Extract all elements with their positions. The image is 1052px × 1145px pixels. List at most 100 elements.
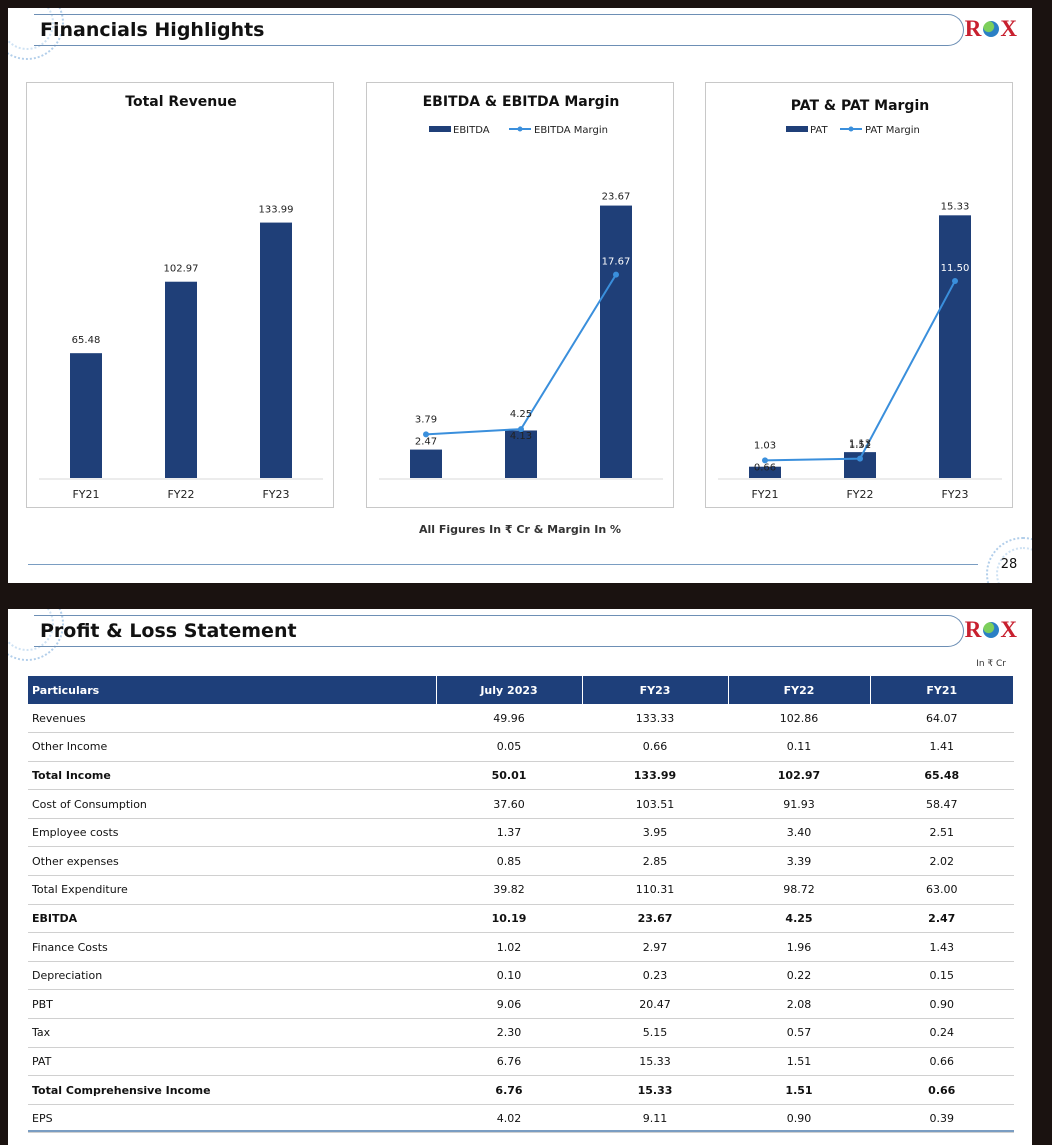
row-label: Total Expenditure — [28, 875, 436, 905]
data-label: 133.99 — [259, 205, 294, 216]
cell-value: 0.90 — [728, 1104, 870, 1134]
header-fy22: FY22 — [728, 676, 871, 704]
table-row: Other Income 0.05 0.66 0.11 1.41 — [28, 732, 1014, 762]
table-row: Cost of Consumption 37.60 103.51 91.93 58.47 — [28, 789, 1014, 819]
data-label: 1.03 — [754, 440, 776, 451]
table-bottom-line — [28, 1130, 1014, 1132]
header-july-2023: July 2023 — [436, 676, 583, 704]
table-row: Depreciation 0.10 0.23 0.22 0.15 — [28, 961, 1014, 991]
x-tick-label: FY22 — [167, 488, 194, 501]
cell-value: 0.66 — [870, 1047, 1014, 1077]
cell-value: 2.08 — [728, 989, 870, 1020]
header-particulars: Particulars — [28, 676, 437, 704]
pat-chart: PAT & PAT Margin PAT PAT Margin 0.66 1.03 1.5… — [705, 82, 1013, 508]
title-bar: Financials Highlights — [34, 14, 964, 46]
slide-title: Financials Highlights — [40, 19, 265, 41]
cell-value: 37.60 — [436, 789, 582, 819]
data-label: 23.67 — [602, 192, 631, 203]
row-label: Tax — [28, 1018, 436, 1048]
table-row: Other expenses 0.85 2.85 3.39 2.02 — [28, 846, 1014, 877]
cell-value: 0.11 — [728, 732, 870, 762]
data-label: 17.67 — [602, 257, 631, 268]
cell-value: 0.66 — [582, 732, 728, 762]
cell-value: 15.33 — [582, 1075, 728, 1105]
legend-bar-swatch — [786, 126, 808, 132]
cell-value: 15.33 — [582, 1047, 728, 1077]
table-row: EBITDA 10.19 23.67 4.25 2.47 — [28, 904, 1014, 934]
bar — [165, 281, 197, 478]
cell-value: 91.93 — [728, 789, 870, 819]
cell-value: 5.15 — [582, 1018, 728, 1048]
data-label: 0.66 — [754, 462, 776, 473]
row-label: Revenues — [28, 704, 436, 734]
table-row: Employee costs 1.37 3.95 3.40 2.51 — [28, 818, 1014, 848]
cell-value: 4.02 — [436, 1104, 582, 1134]
cell-value: 98.72 — [728, 875, 870, 905]
cell-value: 1.37 — [436, 818, 582, 848]
chart-title: Total Revenue — [125, 94, 236, 110]
page-number: 28 — [1000, 557, 1018, 572]
row-label: Other expenses — [28, 846, 436, 877]
table-row: EPS 4.02 9.11 0.90 0.39 — [28, 1104, 1014, 1134]
data-label: 15.33 — [941, 201, 970, 212]
table-row: Total Expenditure 39.82 110.31 98.72 63.00 — [28, 875, 1014, 905]
data-label: 3.79 — [415, 414, 437, 425]
cell-value: 6.76 — [436, 1075, 582, 1105]
cell-value: 65.48 — [870, 761, 1014, 791]
line-point — [857, 455, 863, 462]
bar — [600, 205, 632, 478]
cell-value: 0.05 — [436, 732, 582, 762]
cell-value: 2.02 — [870, 846, 1014, 877]
x-tick-label: FY22 — [846, 488, 873, 501]
bar — [749, 466, 781, 478]
cell-value: 0.15 — [870, 961, 1014, 991]
header-fy21: FY21 — [870, 676, 1014, 704]
cell-value: 39.82 — [436, 875, 582, 905]
unit-note: In ₹ Cr — [976, 659, 1006, 669]
figures-footnote: All Figures In ₹ Cr & Margin In % — [419, 523, 621, 536]
table-header-row: Particulars July 2023 FY23 FY22 FY21 — [28, 676, 1014, 704]
row-label: Other Income — [28, 732, 436, 762]
legend-line-marker — [517, 126, 523, 132]
cell-value: 3.39 — [728, 846, 870, 877]
cell-value: 1.96 — [728, 932, 870, 962]
cell-value: 0.39 — [870, 1104, 1014, 1134]
data-label: 1.51 — [849, 440, 871, 451]
cell-value: 1.51 — [728, 1047, 870, 1077]
table-body: Revenues 49.96 133.33 102.86 64.07 Other Inco… — [28, 704, 1014, 1134]
cell-value: 2.85 — [582, 846, 728, 877]
globe-icon — [983, 21, 1000, 37]
total-revenue-chart: Total Revenue 65.48 102.97 133.99 FY21 FY22 FY… — [26, 82, 334, 508]
cell-value: 63.00 — [870, 875, 1014, 905]
row-label: EBITDA — [28, 904, 436, 934]
legend-label: PAT Margin — [865, 125, 920, 136]
cell-value: 4.25 — [728, 904, 870, 934]
ebitda-chart: EBITDA & EBITDA Margin EBITDA EBITDA Margi… — [366, 82, 674, 508]
x-tick-label: FY21 — [751, 488, 778, 501]
cell-value: 1.02 — [436, 932, 582, 962]
data-label: 4.25 — [510, 409, 532, 420]
cell-value: 9.06 — [436, 989, 582, 1020]
margin-line — [764, 280, 956, 462]
bar — [939, 215, 971, 478]
x-tick-label: FY21 — [72, 488, 99, 501]
row-label: Finance Costs — [28, 932, 436, 962]
cell-value: 58.47 — [870, 789, 1014, 819]
cell-value: 2.97 — [582, 932, 728, 962]
cell-value: 3.95 — [582, 818, 728, 848]
table-row: Finance Costs 1.02 2.97 1.96 1.43 — [28, 932, 1014, 962]
cell-value: 102.97 — [728, 761, 870, 791]
row-label: PBT — [28, 989, 436, 1020]
data-label: 1.13 — [849, 439, 871, 450]
slide-title: Profit & Loss Statement — [40, 620, 297, 642]
pat-chart-svg: PAT & PAT Margin PAT PAT Margin 0.66 1.03 1.5… — [718, 98, 1002, 501]
row-label: PAT — [28, 1047, 436, 1077]
cell-value: 0.22 — [728, 961, 870, 991]
cell-value: 64.07 — [870, 704, 1014, 734]
table-row: Total Comprehensive Income 6.76 15.33 1.51 0… — [28, 1075, 1014, 1105]
cell-value: 23.67 — [582, 904, 728, 934]
x-tick-label: FY23 — [941, 488, 968, 501]
